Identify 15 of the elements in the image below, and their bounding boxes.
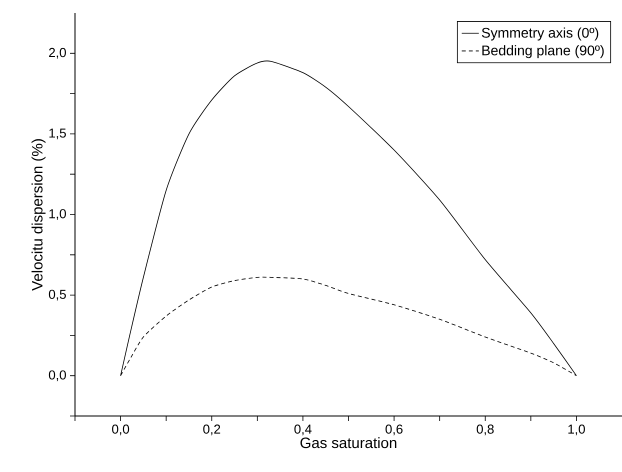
x-axis-title: Gas saturation [300,437,396,448]
x-tick-label: 1,0 [568,424,585,436]
x-tick-label: 0,6 [386,424,403,436]
x-tick-label: 0,4 [294,424,312,436]
y-tick-label: 1,5 [49,128,66,140]
legend-label: Bedding plane (90º) [482,45,604,58]
y-tick-label: 0,5 [48,290,66,300]
y-tick-label: 2,0 [49,48,66,59]
y-tick-label: 1,0 [49,209,66,220]
x-tick-label: 0,2 [203,424,220,436]
legend-label: Symmetry axis (0º) [482,27,598,41]
x-tick-label: 0,8 [476,424,494,436]
y-axis-title: Velocitu dispersion (%) [32,139,46,291]
y-tick-label: 0,0 [48,370,66,382]
x-tick-label: 0,0 [112,424,130,436]
